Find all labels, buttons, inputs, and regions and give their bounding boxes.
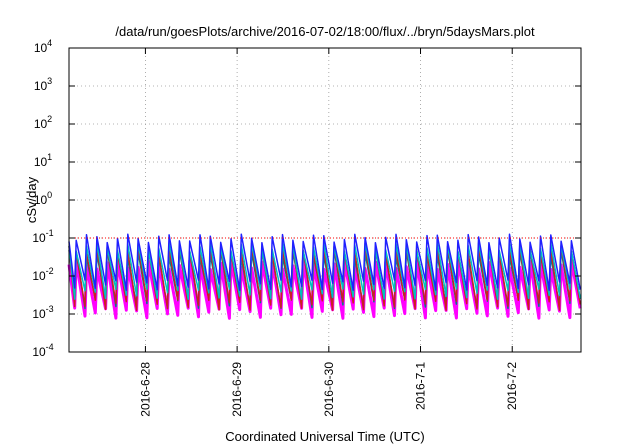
series-group [67,233,582,320]
y-tick-label: 10-4 [32,342,53,359]
y-tick-label: 102 [34,114,52,131]
y-tick-label: 10-1 [32,228,53,245]
x-tick-label: 2016-6-28 [138,362,152,417]
y-tick-label: 10-2 [32,266,53,283]
y-tick-label: 103 [34,76,52,93]
y-tick-label: 10-3 [32,304,53,321]
y-tick-label: 104 [34,38,52,55]
x-tick-label: 2016-7-1 [414,362,428,410]
y-axis-label: cSv/day [24,176,39,223]
x-axis-label: Coordinated Universal Time (UTC) [225,429,424,444]
x-tick-label: 2016-6-29 [230,362,244,417]
x-tick-label: 2016-7-2 [505,362,519,410]
chart-title: /data/run/goesPlots/archive/2016-07-02/1… [115,24,535,39]
y-tick-label: 101 [34,152,52,169]
x-axis: 2016-6-28 2016-6-29 2016-6-30 2016-7-1 2016-… [138,48,519,417]
series-line [68,233,581,292]
x-tick-label: 2016-6-30 [322,362,336,417]
